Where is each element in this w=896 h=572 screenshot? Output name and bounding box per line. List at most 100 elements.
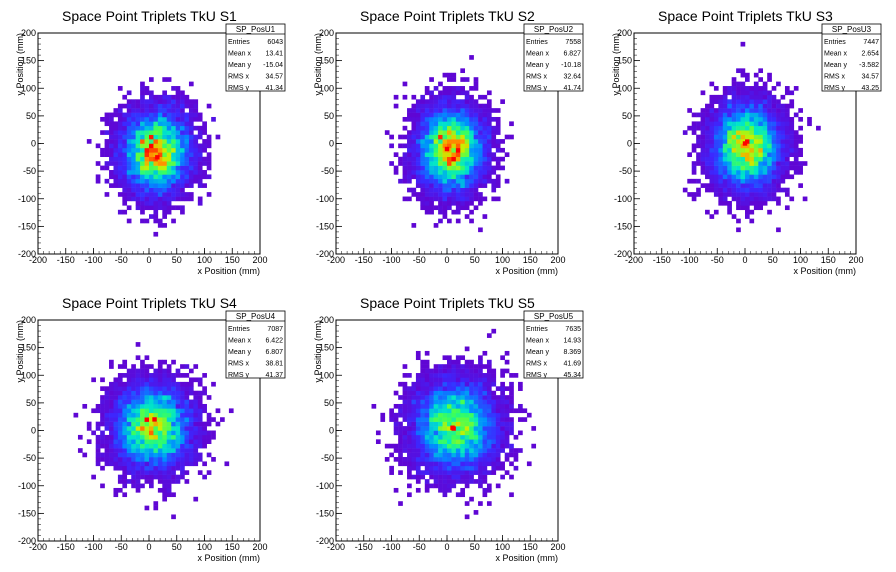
histogram-bin bbox=[451, 99, 457, 104]
histogram-bin bbox=[180, 390, 185, 396]
stats-value: 38.81 bbox=[265, 361, 283, 368]
histogram-bin bbox=[100, 395, 105, 400]
histogram-bin bbox=[455, 359, 461, 365]
histogram-bin bbox=[473, 510, 479, 515]
histogram-bin bbox=[442, 492, 448, 498]
histogram-bin bbox=[424, 470, 430, 475]
histogram-bin bbox=[442, 461, 448, 467]
histogram-bin bbox=[171, 395, 176, 400]
histogram-bin bbox=[745, 170, 750, 175]
histogram-bin bbox=[131, 443, 136, 449]
stats-label: Mean x bbox=[228, 51, 251, 58]
histogram-bin bbox=[429, 152, 434, 158]
histogram-bin bbox=[117, 412, 123, 418]
histogram-bin bbox=[166, 426, 172, 431]
histogram-bin bbox=[460, 125, 466, 131]
histogram-bin bbox=[447, 426, 452, 431]
histogram-bin bbox=[197, 161, 203, 166]
histogram-bin bbox=[180, 130, 185, 135]
histogram-bin bbox=[762, 86, 768, 91]
histogram-bin bbox=[504, 412, 510, 418]
histogram-bin bbox=[486, 152, 492, 158]
histogram-bin bbox=[131, 196, 136, 202]
stats-value: -15.04 bbox=[263, 62, 283, 69]
histogram-bin bbox=[171, 170, 176, 175]
histogram-bin bbox=[188, 121, 194, 127]
histogram-bin bbox=[157, 196, 163, 202]
histogram-bin bbox=[696, 152, 701, 158]
histogram-bin bbox=[144, 448, 150, 453]
histogram-bin bbox=[482, 452, 488, 458]
histogram-bin bbox=[486, 165, 492, 171]
histogram-bin bbox=[705, 165, 710, 171]
histogram-bin bbox=[206, 395, 212, 400]
histogram-bin bbox=[433, 116, 439, 122]
histogram-bin bbox=[762, 192, 768, 197]
histogram-bin bbox=[131, 121, 136, 127]
histogram-bin bbox=[122, 156, 128, 162]
axis-ticks: -200 -150 -100 -50 0 50 100 150 200-200-150-100-… bbox=[316, 28, 566, 265]
histogram-bin bbox=[478, 165, 483, 171]
histogram-bin bbox=[126, 170, 132, 175]
histogram-bin bbox=[104, 147, 110, 153]
histogram-bin bbox=[171, 359, 176, 365]
histogram-bin bbox=[464, 174, 470, 180]
histogram-bin bbox=[429, 452, 434, 458]
histogram-bin bbox=[784, 125, 790, 131]
histogram-bin bbox=[460, 470, 466, 475]
histogram-bin bbox=[144, 452, 150, 458]
histogram-bin bbox=[429, 461, 434, 467]
histogram-bin bbox=[495, 421, 501, 427]
histogram-bin bbox=[122, 421, 128, 427]
histogram-bin bbox=[762, 152, 768, 158]
histogram-bin bbox=[113, 156, 119, 162]
histogram-bin bbox=[500, 439, 505, 445]
histogram-bin bbox=[478, 430, 483, 436]
histogram-bin bbox=[758, 161, 764, 166]
histogram-bin bbox=[122, 399, 128, 405]
stats-value: 7087 bbox=[267, 326, 283, 333]
histogram-bin bbox=[162, 403, 168, 409]
histogram-bin bbox=[722, 90, 728, 96]
histogram-bin bbox=[126, 457, 132, 462]
histogram-bin bbox=[180, 156, 185, 162]
stats-label: Mean x bbox=[526, 338, 549, 345]
histogram-bin bbox=[126, 178, 132, 184]
histogram-bin bbox=[767, 90, 772, 96]
histogram-bin bbox=[113, 139, 119, 144]
histogram-bin bbox=[429, 399, 434, 405]
histogram-bin bbox=[398, 134, 403, 140]
histogram-bin bbox=[464, 108, 470, 113]
histogram-bin bbox=[393, 421, 399, 427]
histogram-bin bbox=[157, 192, 163, 197]
histogram-bin bbox=[117, 421, 123, 427]
histogram-bin bbox=[713, 116, 719, 122]
histogram-bin bbox=[727, 139, 732, 144]
histogram-bin bbox=[495, 403, 501, 409]
histogram-bin bbox=[166, 108, 172, 113]
histogram-bin bbox=[113, 421, 119, 427]
histogram-bin bbox=[722, 152, 728, 158]
histogram-bin bbox=[415, 408, 421, 414]
histogram-bin bbox=[455, 434, 461, 440]
histogram-bin bbox=[140, 99, 145, 104]
histogram-bin bbox=[144, 461, 150, 467]
histogram-bin bbox=[495, 465, 501, 471]
histogram-bin bbox=[713, 170, 719, 175]
histogram-bin bbox=[464, 474, 470, 480]
histogram-bin bbox=[398, 156, 403, 162]
histogram-bin bbox=[469, 430, 474, 436]
histogram-bin bbox=[460, 156, 466, 162]
histogram-bin bbox=[447, 165, 452, 171]
histogram-bin bbox=[109, 116, 114, 122]
histogram-bin bbox=[776, 116, 781, 122]
histogram-bin bbox=[705, 143, 710, 149]
histogram-bin bbox=[509, 461, 514, 467]
histogram-bin bbox=[188, 143, 194, 149]
histogram-bin bbox=[491, 470, 497, 475]
histogram-bin bbox=[784, 174, 790, 180]
histogram-bin bbox=[482, 350, 488, 356]
histogram-bin bbox=[713, 112, 719, 118]
histogram-bin bbox=[109, 125, 114, 131]
